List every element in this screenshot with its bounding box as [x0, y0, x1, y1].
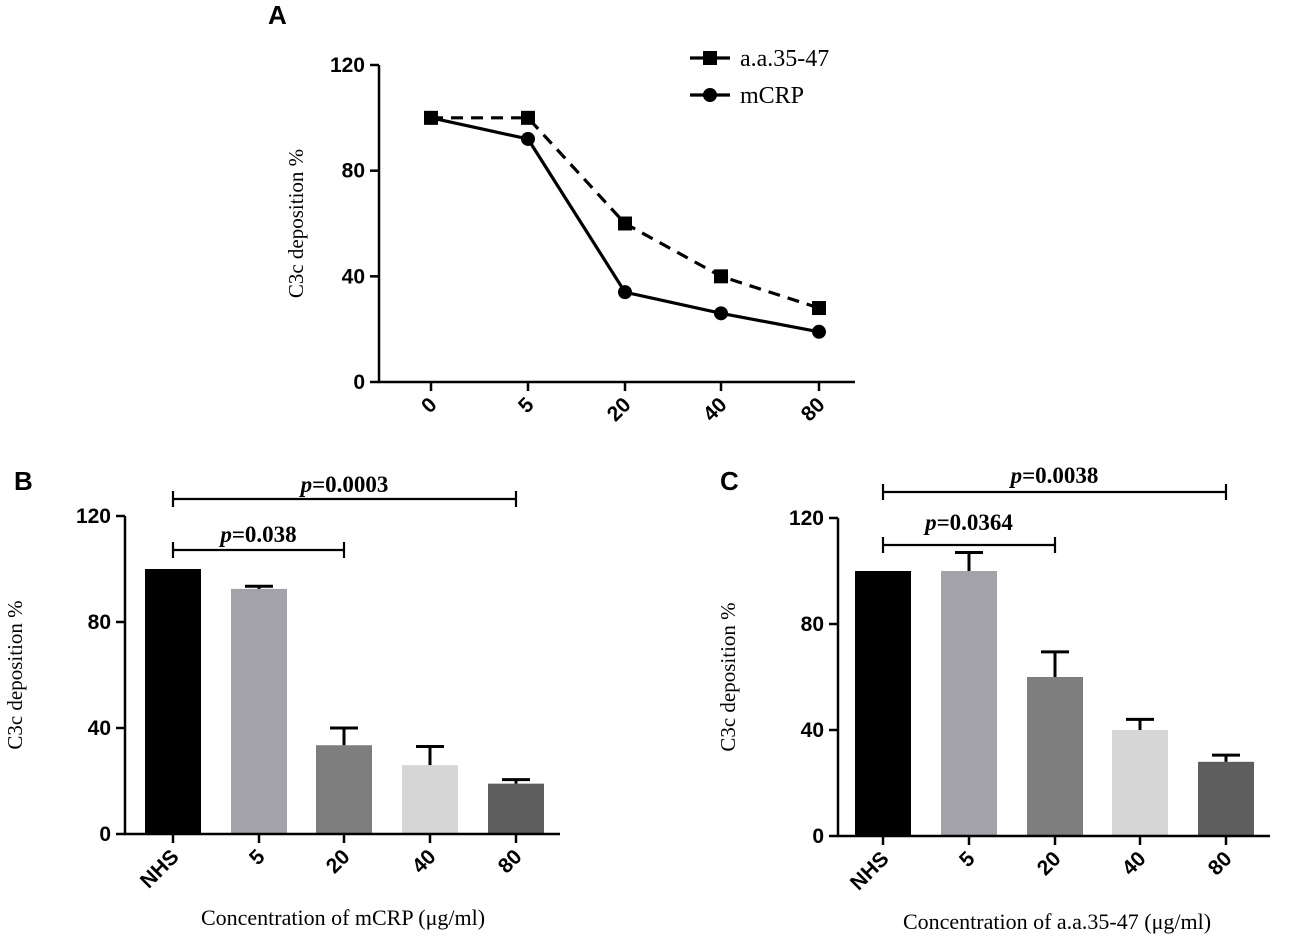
- x-tick-label: 20: [603, 393, 636, 426]
- x-tick-label: 40: [408, 845, 441, 878]
- panel-b: B 0 40 80 120 C3c deposition % NHS 5 20 40 80 Conce…: [3, 466, 560, 930]
- y-axis-label: C3c deposition %: [284, 149, 308, 298]
- bar-20: [316, 745, 372, 834]
- y-tick-label: 80: [342, 160, 365, 183]
- bar-nhs: [145, 569, 201, 834]
- y-tick-label: 40: [801, 719, 824, 742]
- p-value-prefix: p: [299, 472, 313, 497]
- legend-marker-square: [703, 51, 717, 65]
- data-point-circle: [812, 324, 826, 339]
- panel-c: C 0 40 80 120 C3c deposition % NHS 5 20 40 80 Conce…: [716, 463, 1270, 934]
- x-tick-label: 5: [955, 847, 980, 872]
- y-axis-label: C3c deposition %: [3, 600, 27, 749]
- x-tick-label: 80: [1204, 847, 1237, 880]
- legend-label: a.a.35-47: [740, 46, 829, 72]
- p-value-number: =0.0364: [937, 510, 1014, 535]
- bar-40: [402, 765, 458, 834]
- y-tick-label: 40: [88, 717, 111, 740]
- panel-letter: B: [14, 466, 33, 496]
- p-value-number: =0.038: [232, 522, 297, 547]
- data-point-circle: [521, 131, 535, 146]
- y-tick-label: 0: [353, 371, 365, 394]
- panel-letter: C: [720, 466, 739, 496]
- y-tick-label: 0: [812, 825, 824, 848]
- p-value-number: =0.0003: [312, 472, 388, 497]
- p-value-label: p=0.0364: [923, 510, 1013, 535]
- x-axis-label: Concentration of mCRP (μg/ml): [201, 905, 485, 930]
- y-tick-label: 120: [330, 54, 365, 77]
- data-point-square: [714, 269, 728, 284]
- x-tick-label: NHS: [846, 847, 894, 895]
- data-point-square: [521, 110, 535, 125]
- bar-5: [941, 571, 997, 836]
- p-value-label: p=0.0038: [1009, 463, 1099, 488]
- bar-nhs: [855, 571, 911, 836]
- series-line-aa35-47: [431, 116, 820, 310]
- data-point-square: [812, 301, 826, 316]
- data-point-square: [618, 216, 632, 231]
- p-value-prefix: p: [923, 510, 937, 535]
- p-value-prefix: p: [1009, 463, 1023, 488]
- legend-marker-circle: [703, 88, 717, 102]
- x-axis-label: Concentration of a.a.35-47 (μg/ml): [903, 909, 1211, 934]
- x-tick-label: 80: [797, 393, 830, 426]
- p-value-number: =0.0038: [1022, 463, 1098, 488]
- panel-letter: A: [268, 0, 287, 30]
- p-value-prefix: p: [218, 522, 232, 547]
- x-tick-label: 40: [1118, 847, 1151, 880]
- bar-5: [231, 588, 287, 834]
- y-tick-label: 0: [99, 823, 111, 846]
- x-tick-label: 5: [245, 845, 270, 870]
- y-tick-label: 120: [789, 507, 824, 530]
- data-point-circle: [618, 285, 632, 300]
- x-tick-label: 0: [417, 393, 442, 418]
- y-tick-label: 120: [76, 505, 111, 528]
- data-point-circle: [714, 306, 728, 321]
- legend-label: mCRP: [740, 83, 804, 109]
- panel-a: A 0 40 80 120 C3c deposition % 0 5 20 40 80 a.a.35-…: [268, 0, 855, 426]
- p-value-label: p=0.0003: [299, 472, 389, 497]
- bar-40: [1112, 730, 1168, 836]
- bar-80: [488, 783, 544, 834]
- x-tick-label: 80: [494, 845, 527, 878]
- x-tick-label: 20: [322, 845, 355, 878]
- y-tick-label: 40: [342, 265, 365, 288]
- data-point-circle: [424, 110, 438, 125]
- bar-80: [1198, 761, 1254, 836]
- x-tick-label: 20: [1033, 847, 1066, 880]
- x-tick-label: 5: [514, 393, 539, 418]
- y-tick-label: 80: [88, 611, 111, 634]
- bar-20: [1027, 677, 1083, 836]
- y-tick-label: 80: [801, 613, 824, 636]
- y-axis-label: C3c deposition %: [716, 602, 740, 751]
- p-value-label: p=0.038: [218, 522, 296, 547]
- x-tick-label: 40: [699, 393, 732, 426]
- x-tick-label: NHS: [136, 845, 184, 893]
